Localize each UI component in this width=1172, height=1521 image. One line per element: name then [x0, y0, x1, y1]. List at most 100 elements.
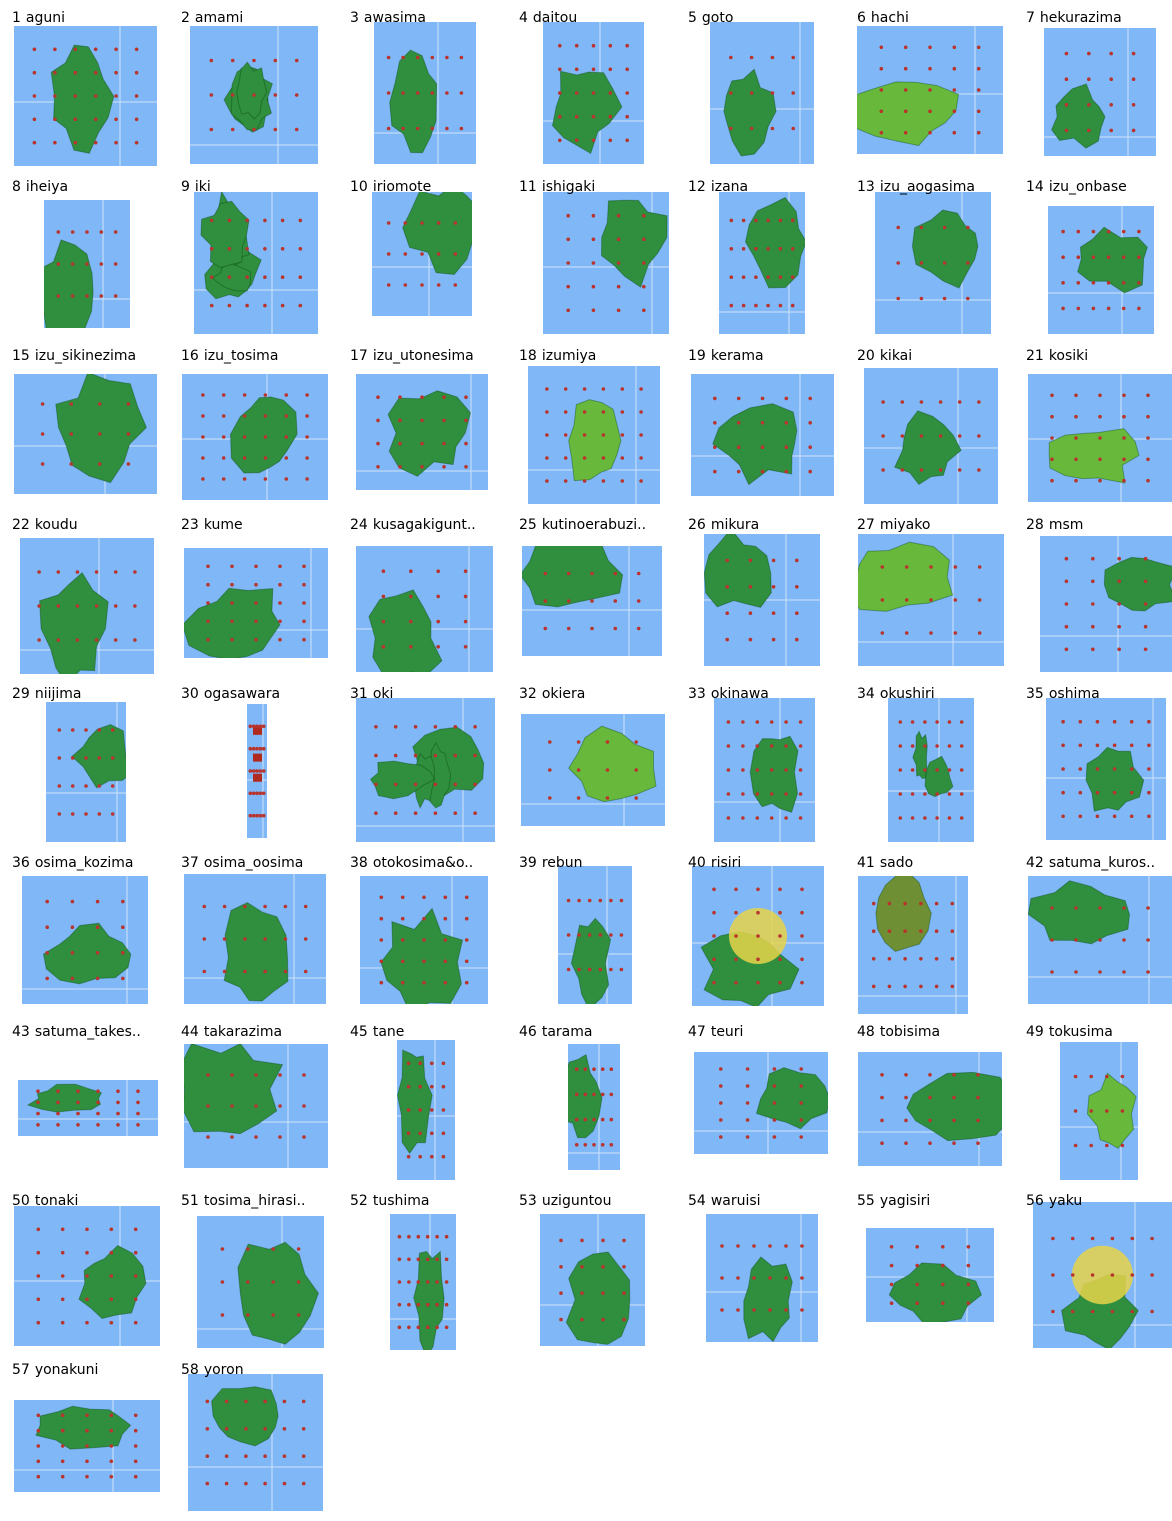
island-map-thumbnail[interactable] — [14, 1206, 160, 1346]
island-map-thumbnail[interactable] — [44, 200, 130, 328]
island-map-thumbnail[interactable] — [184, 1044, 328, 1168]
island-tile-kosiki[interactable]: 21 kosiki — [1014, 338, 1172, 507]
island-tile-iriomote[interactable]: 10 iriomote — [338, 169, 507, 338]
island-map-thumbnail[interactable] — [184, 548, 328, 658]
island-map-thumbnail[interactable] — [857, 26, 1003, 154]
island-tile-tushima[interactable]: 52 tushima — [338, 1183, 507, 1352]
island-map-thumbnail[interactable] — [14, 1400, 160, 1492]
island-tile-awasima[interactable]: 3 awasima — [338, 0, 507, 169]
island-map-thumbnail[interactable] — [543, 192, 669, 334]
island-tile-tonaki[interactable]: 50 tonaki — [0, 1183, 169, 1352]
island-tile-osima_kozima[interactable]: 36 osima_kozima — [0, 845, 169, 1014]
island-map-thumbnail[interactable] — [888, 698, 974, 842]
island-map-thumbnail[interactable] — [714, 698, 815, 842]
island-map-thumbnail[interactable] — [184, 874, 326, 1004]
island-tile-iki[interactable]: 9 iki — [169, 169, 338, 338]
island-map-thumbnail[interactable] — [692, 866, 824, 1006]
island-map-thumbnail[interactable] — [182, 374, 328, 500]
island-map-thumbnail[interactable] — [1040, 536, 1172, 672]
island-tile-iheiya[interactable]: 8 iheiya — [0, 169, 169, 338]
island-tile-yaku[interactable]: 56 yaku — [1014, 1183, 1172, 1352]
island-map-thumbnail[interactable] — [864, 368, 998, 504]
island-map-thumbnail[interactable] — [372, 192, 472, 316]
island-tile-aguni[interactable]: 1 aguni — [0, 0, 169, 169]
island-map-thumbnail[interactable] — [18, 1080, 158, 1136]
island-tile-msm[interactable]: 28 msm — [1014, 507, 1172, 676]
island-tile-izu_sikinezima[interactable]: 15 izu_sikinezima — [0, 338, 169, 507]
island-tile-goto[interactable]: 5 goto — [676, 0, 845, 169]
island-map-thumbnail[interactable] — [390, 1214, 456, 1350]
island-map-thumbnail[interactable] — [558, 866, 632, 1004]
island-map-thumbnail[interactable] — [1033, 1202, 1172, 1348]
island-map-thumbnail[interactable] — [543, 22, 644, 164]
island-tile-izu_tosima[interactable]: 16 izu_tosima — [169, 338, 338, 507]
island-map-thumbnail[interactable] — [858, 876, 968, 1014]
island-map-thumbnail[interactable] — [356, 698, 495, 842]
island-tile-kusagakiguntou[interactable]: 24 kusagakigunt.. — [338, 507, 507, 676]
island-map-thumbnail[interactable] — [568, 1044, 620, 1170]
island-map-thumbnail[interactable] — [694, 1052, 828, 1154]
island-map-thumbnail[interactable] — [522, 546, 662, 656]
island-tile-satuma_kurosima[interactable]: 42 satuma_kuros.. — [1014, 845, 1172, 1014]
island-tile-teuri[interactable]: 47 teuri — [676, 1014, 845, 1183]
island-tile-tokusima[interactable]: 49 tokusima — [1014, 1014, 1172, 1183]
island-map-thumbnail[interactable] — [1044, 28, 1156, 156]
island-tile-daitou[interactable]: 4 daitou — [507, 0, 676, 169]
island-map-thumbnail[interactable] — [1028, 374, 1172, 502]
island-map-thumbnail[interactable] — [528, 366, 660, 504]
island-map-thumbnail[interactable] — [1060, 1042, 1138, 1180]
island-map-thumbnail[interactable] — [710, 22, 814, 164]
island-tile-satuma_takesima[interactable]: 43 satuma_takes.. — [0, 1014, 169, 1183]
island-tile-okushiri[interactable]: 34 okushiri — [845, 676, 1014, 845]
island-tile-koudu[interactable]: 22 koudu — [0, 507, 169, 676]
island-map-thumbnail[interactable] — [1048, 206, 1154, 334]
island-tile-yonakuni[interactable]: 57 yonakuni — [0, 1352, 169, 1521]
island-map-thumbnail[interactable] — [188, 1374, 323, 1511]
island-map-thumbnail[interactable] — [14, 374, 157, 494]
island-tile-rebun[interactable]: 39 rebun — [507, 845, 676, 1014]
island-tile-sado[interactable]: 41 sado — [845, 845, 1014, 1014]
island-map-thumbnail[interactable] — [706, 1214, 818, 1342]
island-map-thumbnail[interactable] — [858, 534, 1004, 666]
island-tile-amami[interactable]: 2 amami — [169, 0, 338, 169]
island-map-thumbnail[interactable] — [197, 1216, 324, 1348]
island-tile-tane[interactable]: 45 tane — [338, 1014, 507, 1183]
island-map-thumbnail[interactable] — [247, 704, 267, 838]
island-tile-kume[interactable]: 23 kume — [169, 507, 338, 676]
island-tile-ishigaki[interactable]: 11 ishigaki — [507, 169, 676, 338]
island-map-thumbnail[interactable] — [858, 1052, 1002, 1166]
island-map-thumbnail[interactable] — [691, 374, 834, 496]
island-map-thumbnail[interactable] — [521, 714, 665, 826]
island-tile-osima_oosima[interactable]: 37 osima_oosima — [169, 845, 338, 1014]
island-tile-uziguntou[interactable]: 53 uziguntou — [507, 1183, 676, 1352]
island-tile-izu_utonesima[interactable]: 17 izu_utonesima — [338, 338, 507, 507]
island-tile-izana[interactable]: 12 izana — [676, 169, 845, 338]
island-map-thumbnail[interactable] — [20, 538, 154, 674]
island-tile-mikura[interactable]: 26 mikura — [676, 507, 845, 676]
island-map-thumbnail[interactable] — [719, 192, 805, 334]
island-map-thumbnail[interactable] — [46, 702, 126, 842]
island-map-thumbnail[interactable] — [1046, 698, 1166, 840]
island-tile-hekurazima[interactable]: 7 hekurazima — [1014, 0, 1172, 169]
island-map-thumbnail[interactable] — [356, 546, 493, 672]
island-map-thumbnail[interactable] — [540, 1214, 645, 1346]
island-tile-miyako[interactable]: 27 miyako — [845, 507, 1014, 676]
island-tile-hachi[interactable]: 6 hachi — [845, 0, 1014, 169]
island-tile-izumiya[interactable]: 18 izumiya — [507, 338, 676, 507]
island-map-thumbnail[interactable] — [875, 192, 991, 334]
island-map-thumbnail[interactable] — [190, 26, 318, 164]
island-tile-waruisi[interactable]: 54 waruisi — [676, 1183, 845, 1352]
island-tile-oki[interactable]: 31 oki — [338, 676, 507, 845]
island-map-thumbnail[interactable] — [356, 374, 488, 490]
island-tile-tarama[interactable]: 46 tarama — [507, 1014, 676, 1183]
island-tile-kutinoerabuzima[interactable]: 25 kutinoerabuzi.. — [507, 507, 676, 676]
island-tile-ogasawara[interactable]: 30 ogasawara — [169, 676, 338, 845]
island-tile-risiri[interactable]: 40 risiri — [676, 845, 845, 1014]
island-map-thumbnail[interactable] — [194, 192, 318, 334]
island-map-thumbnail[interactable] — [704, 534, 820, 666]
island-tile-niijima[interactable]: 29 niijima — [0, 676, 169, 845]
island-tile-oshima[interactable]: 35 oshima — [1014, 676, 1172, 845]
island-map-thumbnail[interactable] — [374, 22, 476, 164]
island-tile-kerama[interactable]: 19 kerama — [676, 338, 845, 507]
island-map-thumbnail[interactable] — [14, 26, 157, 166]
